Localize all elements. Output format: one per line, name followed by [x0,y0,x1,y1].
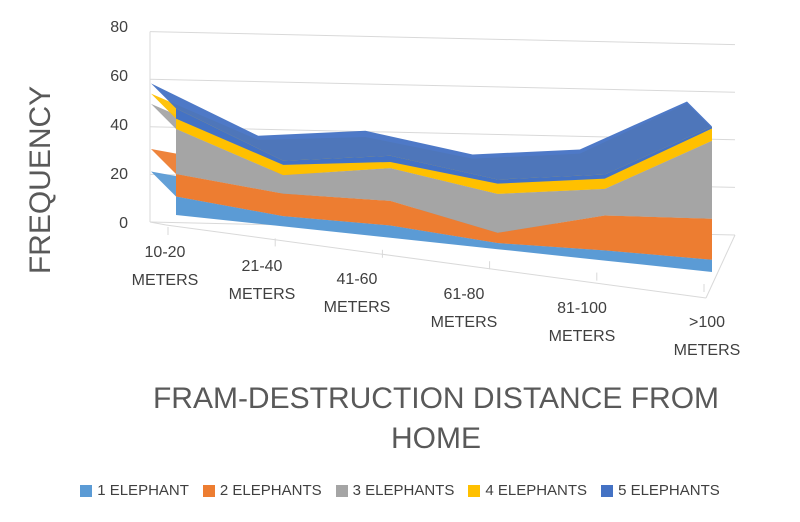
legend-label: 5 ELEPHANTS [618,482,720,499]
x-tick-label: 81-100 METERS [549,300,616,345]
gridline [149,31,736,46]
y-tick-label: 40 [110,117,128,134]
x-axis-title-line: HOME [391,422,481,455]
x-axis-ticks: 10-20 METERS 21-40 METERS 41-60 METERS 61-80 ME… [132,227,741,359]
legend-swatch [601,484,614,497]
axis-edge [149,221,167,226]
x-tick-label: >100 METERS [674,314,741,359]
x-axis-title-line: FRAM-DESTRUCTION DISTANCE FROM [153,382,719,415]
legend-swatch [80,484,93,497]
x-tick-label: 10-20 METERS [132,244,199,289]
legend-swatch [335,484,348,497]
gridline [149,78,736,93]
area-top-5 [151,83,712,180]
area-series-4 [176,118,712,194]
axis-edge [165,224,707,299]
y-axis-ticks: 0 20 40 60 80 [110,19,128,232]
legend-item: 4 ELEPHANTS [468,482,587,499]
plot-areas [151,83,712,272]
legend-item: 1 ELEPHANT [80,482,189,499]
y-axis-title: FREQUENCY [24,86,57,274]
legend-item: 2 ELEPHANTS [202,482,322,499]
y-tick-label: 80 [110,19,128,36]
legend-label: 3 ELEPHANTS [352,482,455,499]
legend-swatch [468,484,481,497]
x-tick-label: 61-80 METERS [431,286,498,331]
x-axis-title: FRAM-DESTRUCTION DISTANCE FROM HOME [153,382,719,455]
legend-swatch [202,484,215,497]
x-tick-label: 21-40 METERS [229,258,296,303]
axis-edge [705,234,736,299]
legend-label: 1 ELEPHANT [97,482,189,499]
area-series-3 [176,128,712,233]
area-series-1 [176,196,712,272]
y-tick-label: 60 [110,68,128,85]
area-series-5 [176,108,712,184]
y-tick-label: 0 [119,215,128,232]
x-tick-label: 41-60 METERS [324,271,391,316]
legend-item: 5 ELEPHANTS [601,482,720,499]
legend: 1 ELEPHANT 2 ELEPHANTS 3 ELEPHANTS 4 ELEPHA… [0,482,800,499]
legend-label: 4 ELEPHANTS [485,482,588,499]
legend-label: 2 ELEPHANTS [219,482,322,499]
y-tick-label: 20 [110,166,128,183]
legend-item: 3 ELEPHANTS [335,482,455,499]
